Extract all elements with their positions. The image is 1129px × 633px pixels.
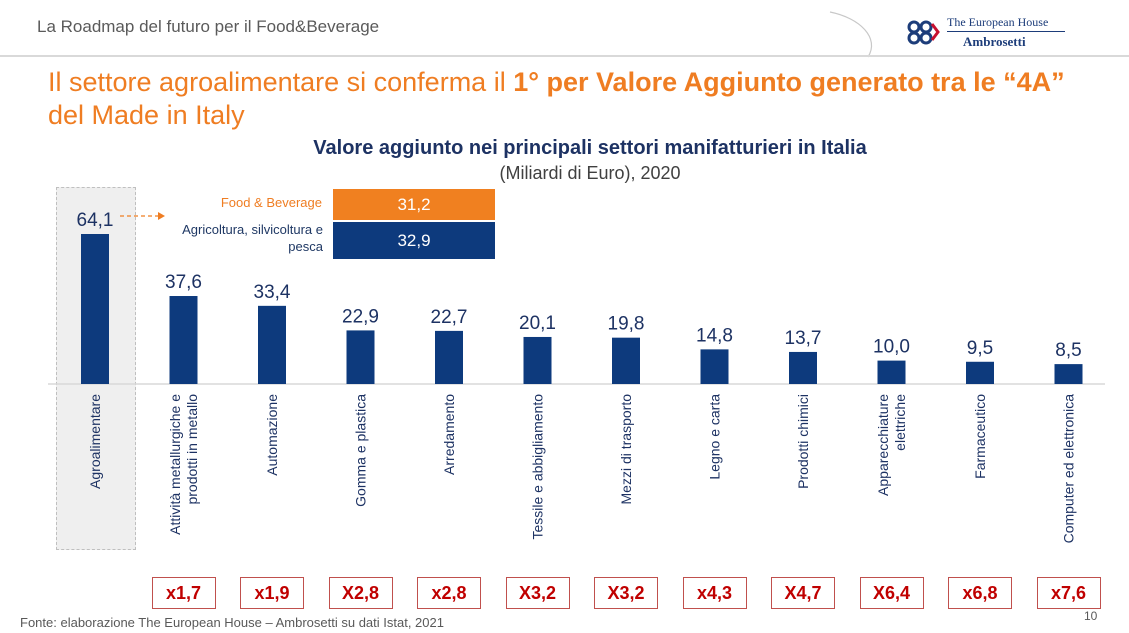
multiplier-badge-prodotti-chimici: X4,7 xyxy=(771,577,835,609)
header-divider xyxy=(0,55,1129,57)
value-label-attivita-metallurgiche-e-prodotti-in-metallo: 37,6 xyxy=(165,272,202,293)
logo-mark-icon xyxy=(907,20,940,45)
header-title: La Roadmap del futuro per il Food&Bevera… xyxy=(37,17,380,36)
multiplier-badge-tessile-e-abbigliamento: X3,2 xyxy=(505,577,570,609)
company-logo: The European House Ambrosetti xyxy=(905,12,1065,52)
value-label-tessile-e-abbigliamento: 20,1 xyxy=(519,313,556,334)
multiplier-badge-farmaceutico: x6,8 xyxy=(948,577,1012,609)
breakdown-box-agricoltura: 32,9 xyxy=(333,222,495,259)
value-label-agroalimentare: 64,1 xyxy=(77,210,114,231)
value-label-apparecchiature-elettriche: 10,0 xyxy=(873,337,910,358)
multiplier-badge-mezzi-di-trasporto: X3,2 xyxy=(594,577,658,609)
value-label-farmaceutico: 9,5 xyxy=(967,338,993,359)
bar-tessile-e-abbigliamento xyxy=(523,336,552,384)
category-label-automazione: Automazione xyxy=(264,394,280,476)
breakdown-label-agricoltura: Agricoltura, silvicoltura e pesca xyxy=(182,222,323,254)
multiplier-badge-arredamento: x2,8 xyxy=(417,577,481,609)
category-label-prodotti-chimici: Prodotti chimici xyxy=(795,394,811,489)
bar-farmaceutico xyxy=(966,361,994,384)
multiplier-badge-attivita-metallurgiche-e-prodotti-in-metallo: x1,7 xyxy=(151,577,216,609)
bar-arredamento xyxy=(435,330,463,384)
value-label-legno-e-carta: 14,8 xyxy=(696,325,733,346)
bar-legno-e-carta xyxy=(700,349,729,384)
page-number: 10 xyxy=(1084,609,1098,623)
bar-gomma-e-plastica xyxy=(346,330,375,384)
bar-attivita-metallurgiche-e-prodotti-in-metallo xyxy=(169,296,198,384)
bar-prodotti-chimici xyxy=(789,351,817,384)
breakdown-connector-arrow-icon xyxy=(158,212,165,220)
category-label-farmaceutico: Farmaceutico xyxy=(972,394,988,479)
breakdown-label-food-beverage: Food & Beverage xyxy=(220,195,322,210)
category-label-tessile-e-abbigliamento: Tessile e abbigliamento xyxy=(530,394,546,540)
value-label-gomma-e-plastica: 22,9 xyxy=(342,306,379,327)
category-label-attivita-metallurgiche-e-prodotti-in-metallo: Attività metallurgiche eprodotti in meta… xyxy=(167,394,200,535)
category-label-gomma-e-plastica: Gomma e plastica xyxy=(353,394,369,507)
value-label-arredamento: 22,7 xyxy=(431,307,468,328)
value-label-prodotti-chimici: 13,7 xyxy=(785,328,822,349)
category-label-apparecchiature-elettriche: Apparecchiatureelettriche xyxy=(875,394,908,496)
slide-title-bold: 1° per Valore Aggiunto generato tra le “… xyxy=(513,67,1065,97)
bar-automazione xyxy=(258,305,286,384)
logo-text-line2: Ambrosetti xyxy=(963,34,1026,49)
category-label-arredamento: Arredamento xyxy=(441,394,457,475)
multiplier-badge-apparecchiature-elettriche: X6,4 xyxy=(859,577,924,609)
value-label-mezzi-di-trasporto: 19,8 xyxy=(608,314,645,335)
category-label-mezzi-di-trasporto: Mezzi di trasporto xyxy=(618,394,634,505)
multiplier-badge-computer-ed-elettronica: x7,6 xyxy=(1036,577,1101,609)
multiplier-badge-legno-e-carta: x4,3 xyxy=(682,577,747,609)
chart-title: Valore aggiunto nei principali settori m… xyxy=(313,137,867,159)
slide-title-part2: del Made in Italy xyxy=(48,100,245,130)
chart-subtitle: (Miliardi di Euro), 2020 xyxy=(499,163,681,183)
bar-mezzi-di-trasporto xyxy=(612,337,640,384)
category-label-agroalimentare: Agroalimentare xyxy=(87,394,103,489)
category-label-legno-e-carta: Legno e carta xyxy=(707,394,723,480)
logo-text-line1: The European House xyxy=(947,15,1049,29)
value-label-automazione: 33,4 xyxy=(254,282,291,303)
multiplier-badge-gomma-e-plastica: X2,8 xyxy=(328,577,393,609)
multiplier-badge-automazione: x1,9 xyxy=(240,577,304,609)
bar-computer-ed-elettronica xyxy=(1054,364,1083,384)
breakdown-box-food-beverage: 31,2 xyxy=(333,189,495,220)
value-label-computer-ed-elettronica: 8,5 xyxy=(1055,340,1081,361)
logo-underline xyxy=(947,31,1065,32)
bar-apparecchiature-elettriche xyxy=(877,360,906,384)
category-label-computer-ed-elettronica: Computer ed elettronica xyxy=(1061,394,1077,544)
slide-title: Il settore agroalimentare si conferma il… xyxy=(48,66,1108,132)
source-footnote: Fonte: elaborazione The European House –… xyxy=(20,615,444,630)
slide-title-part1: Il settore agroalimentare si conferma il xyxy=(48,67,514,97)
header-swoosh xyxy=(829,11,873,58)
bar-agroalimentare xyxy=(81,234,109,384)
